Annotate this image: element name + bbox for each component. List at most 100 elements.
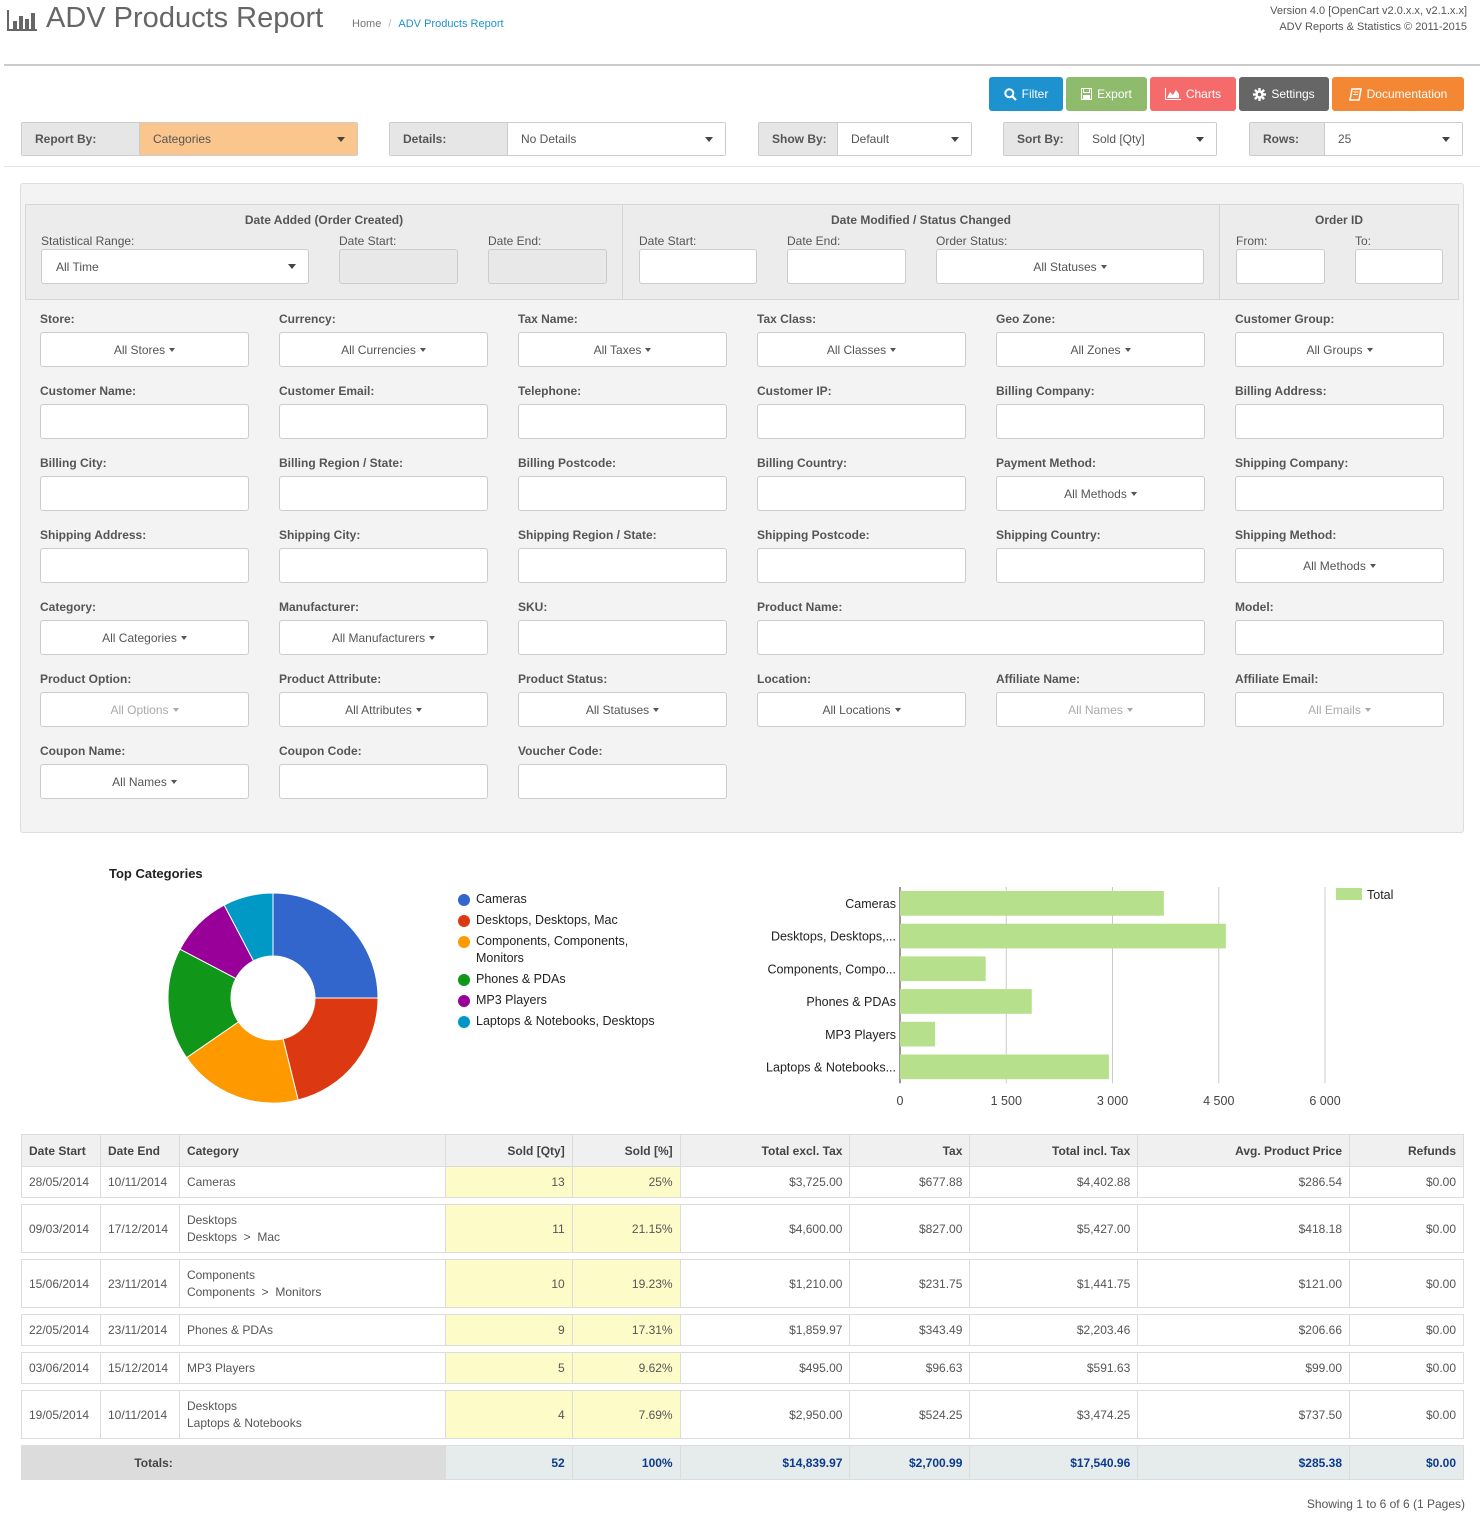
customer-name-input[interactable] [40, 404, 249, 439]
category-select[interactable]: All Categories [40, 620, 249, 655]
pie-slice[interactable] [282, 997, 379, 1101]
tax-class-select[interactable]: All Classes [757, 332, 966, 367]
shipping-city-input[interactable] [279, 548, 488, 583]
bar[interactable] [900, 989, 1032, 1014]
payment-method-select[interactable]: All Methods [996, 476, 1205, 511]
order-id-to-input[interactable] [1355, 249, 1443, 284]
shipping-region-input[interactable] [518, 548, 727, 583]
table-header-row: Date Start Date End Category Sold [Qty] … [21, 1134, 1464, 1167]
bar[interactable] [900, 956, 986, 982]
manufacturer-select[interactable]: All Manufacturers [279, 620, 488, 655]
pie-slice[interactable] [272, 892, 379, 999]
coupon-code-input[interactable] [279, 764, 488, 799]
table-row: 19/05/2014 10/11/2014 Desktops Laptops & No… [21, 1390, 1464, 1439]
col-avg-price[interactable]: Avg. Product Price [1137, 1134, 1351, 1167]
book-icon [1348, 87, 1362, 101]
chevron-down-icon [1366, 347, 1373, 352]
cell-refunds: $0.00 [1349, 1390, 1464, 1439]
col-total-excl-tax[interactable]: Total excl. Tax [679, 1134, 851, 1167]
order-status-select[interactable]: All Statuses [936, 249, 1204, 284]
sort-by-value[interactable]: Sold [Qty] [1079, 123, 1216, 155]
charts-button[interactable]: Charts [1150, 77, 1236, 111]
shipping-company-input[interactable] [1235, 476, 1444, 511]
show-by-select[interactable]: Show By: Default [758, 122, 972, 156]
rows-select[interactable]: Rows: 25 [1249, 122, 1463, 156]
billing-city-input[interactable] [40, 476, 249, 511]
customer-group-select[interactable]: All Groups [1235, 332, 1444, 367]
voucher-code-label: Voucher Code: [518, 744, 603, 758]
breadcrumb-current[interactable]: ADV Products Report [398, 18, 504, 30]
col-sold-qty[interactable]: Sold [Qty] [444, 1134, 573, 1167]
filter-button[interactable]: Filter [989, 77, 1063, 111]
statistical-range-select[interactable]: All Time [41, 249, 309, 284]
pie-slice[interactable] [223, 892, 274, 962]
shipping-address-input[interactable] [40, 548, 249, 583]
pie-slice[interactable] [185, 1021, 299, 1104]
chevron-down-icon [337, 137, 345, 142]
customer-email-input[interactable] [279, 404, 488, 439]
pie-slice[interactable] [167, 948, 240, 1059]
show-by-value[interactable]: Default [838, 123, 971, 155]
tax-name-select[interactable]: All Taxes [518, 332, 727, 367]
billing-company-input[interactable] [996, 404, 1205, 439]
totals-label: Totals: [21, 1445, 446, 1480]
order-id-from-input[interactable] [1236, 249, 1325, 284]
col-sold-pct[interactable]: Sold [%] [571, 1134, 681, 1167]
save-icon [1081, 88, 1093, 100]
currency-select[interactable]: All Currencies [279, 332, 488, 367]
product-status-select[interactable]: All Statuses [518, 692, 727, 727]
affiliate-email-select[interactable]: All Emails [1235, 692, 1444, 727]
documentation-button[interactable]: Documentation [1332, 77, 1464, 111]
col-refunds[interactable]: Refunds [1349, 1134, 1464, 1167]
breadcrumb-home[interactable]: Home [352, 18, 382, 30]
settings-button[interactable]: Settings [1239, 77, 1329, 111]
report-by-select[interactable]: Report By: Categories [21, 122, 358, 156]
bar[interactable] [900, 1054, 1109, 1080]
telephone-input[interactable] [518, 404, 727, 439]
bar[interactable] [900, 923, 1226, 949]
col-total-incl-tax[interactable]: Total incl. Tax [969, 1134, 1139, 1167]
bar[interactable] [900, 891, 1164, 916]
billing-country-input[interactable] [757, 476, 966, 511]
product-option-select[interactable]: All Options [40, 692, 249, 727]
shipping-postcode-input[interactable] [757, 548, 966, 583]
customer-ip-input[interactable] [757, 404, 966, 439]
details-value[interactable]: No Details [508, 123, 725, 155]
geo-zone-select[interactable]: All Zones [996, 332, 1205, 367]
billing-address-input[interactable] [1235, 404, 1444, 439]
date-added-end-input[interactable] [488, 249, 607, 284]
table-row: 15/06/2014 23/11/2014 Components Components… [21, 1259, 1464, 1308]
sku-input[interactable] [518, 620, 727, 655]
report-by-value[interactable]: Categories [140, 123, 357, 155]
col-category[interactable]: Category [178, 1134, 446, 1167]
product-name-input[interactable] [757, 620, 1205, 655]
model-input[interactable] [1235, 620, 1444, 655]
affiliate-name-select[interactable]: All Names [996, 692, 1205, 727]
date-modified-end-input[interactable] [787, 249, 906, 284]
location-select[interactable]: All Locations [757, 692, 966, 727]
y-category-label: MP3 Players [825, 1028, 896, 1042]
bar[interactable] [900, 1021, 936, 1047]
sort-by-select[interactable]: Sort By: Sold [Qty] [1003, 122, 1217, 156]
coupon-name-select[interactable]: All Names [40, 764, 249, 799]
rows-value[interactable]: 25 [1325, 123, 1462, 155]
date-modified-start-input[interactable] [639, 249, 757, 284]
billing-region-input[interactable] [279, 476, 488, 511]
product-attribute-select[interactable]: All Attributes [279, 692, 488, 727]
legend-item: Components, Components, Monitors [458, 933, 668, 967]
col-date-start[interactable]: Date Start [21, 1134, 101, 1167]
export-button[interactable]: Export [1066, 77, 1147, 111]
col-tax[interactable]: Tax [849, 1134, 971, 1167]
details-select[interactable]: Details: No Details [389, 122, 726, 156]
legend-label: Components, Components, Monitors [476, 934, 629, 965]
version-line: Version 4.0 [OpenCart v2.0.x.x, v2.1.x.x… [1270, 5, 1467, 17]
col-date-end[interactable]: Date End [99, 1134, 180, 1167]
legend-item: Laptops & Notebooks, Desktops [458, 1013, 668, 1030]
chevron-down-icon [1126, 707, 1133, 712]
voucher-code-input[interactable] [518, 764, 727, 799]
date-added-start-input[interactable] [339, 249, 458, 284]
shipping-method-select[interactable]: All Methods [1235, 548, 1444, 583]
billing-postcode-input[interactable] [518, 476, 727, 511]
store-select[interactable]: All Stores [40, 332, 249, 367]
shipping-country-input[interactable] [996, 548, 1205, 583]
